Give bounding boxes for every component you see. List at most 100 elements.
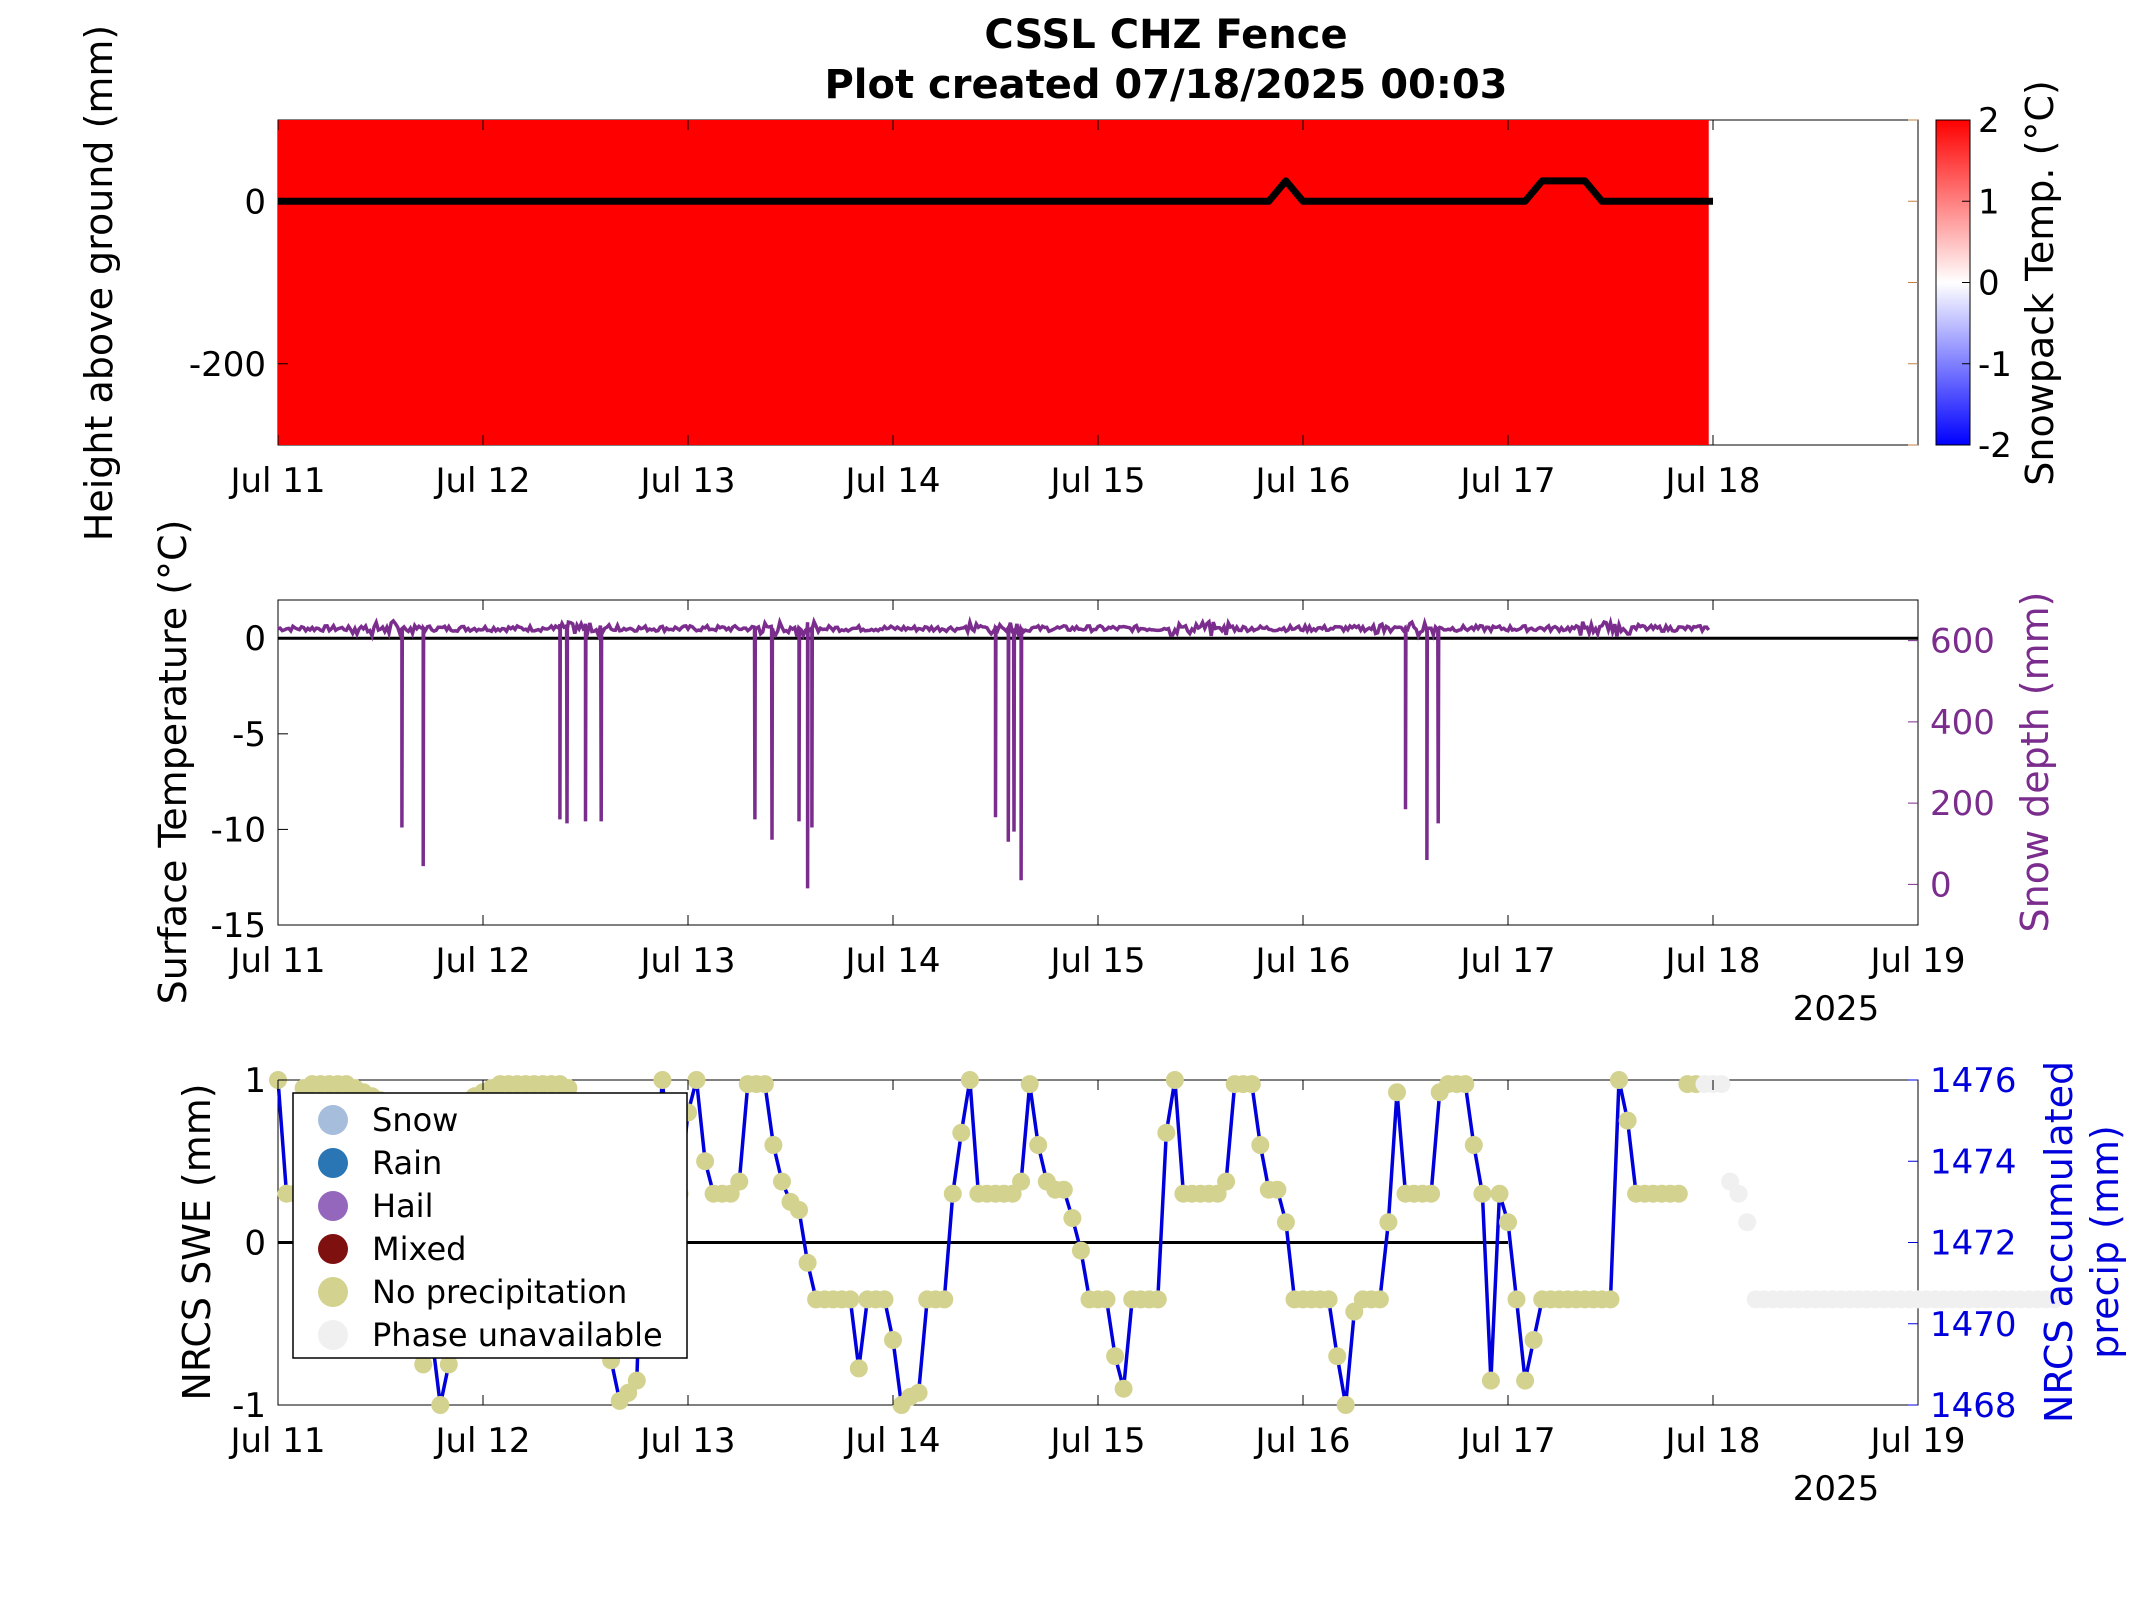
x-tick-label: Jul 14 <box>843 461 940 501</box>
no-precip-marker <box>960 1071 979 1089</box>
no-precip-marker <box>935 1290 954 1309</box>
legend-label: Hail <box>372 1187 433 1225</box>
x-tick-label: Jul 18 <box>1663 1421 1760 1461</box>
no-precip-marker <box>841 1290 860 1309</box>
phase-unavailable-marker <box>1729 1184 1748 1203</box>
phase-unavailable-marker <box>2045 1290 2064 1309</box>
panel3-ylabel-right-2: precip (mm) <box>2083 1125 2127 1359</box>
y-tick-label: 0 <box>244 1224 266 1264</box>
no-precip-marker <box>1490 1184 1509 1203</box>
legend-label: No precipitation <box>372 1273 627 1311</box>
legend-label: Snow <box>372 1101 458 1139</box>
x-tick-label: Jul 15 <box>1048 941 1145 981</box>
legend-marker <box>318 1234 348 1264</box>
y-right-tick-label: 400 <box>1930 703 1995 743</box>
phase-unavailable-marker <box>1712 1075 1731 1094</box>
no-precip-marker <box>790 1201 808 1219</box>
x-tick-label: Jul 19 <box>1868 941 1965 981</box>
no-precip-marker <box>1165 1071 1184 1089</box>
x-tick-label: Jul 17 <box>1458 461 1555 501</box>
no-precip-marker <box>1054 1180 1073 1199</box>
chart-title-line2: Plot created 07/18/2025 00:03 <box>824 62 1507 108</box>
no-precip-marker <box>1516 1371 1535 1390</box>
no-precip-marker <box>1012 1172 1031 1191</box>
panel3-ylabel: NRCS SWE (mm) <box>175 1083 219 1400</box>
colorbar-tick-label: 1 <box>1978 182 2000 222</box>
no-precip-marker <box>1456 1075 1475 1094</box>
panel3-ticks: Jul 11 Jul 12 Jul 13 Jul 14 Jul 15 Jul 16 Jul … <box>228 1061 2016 1461</box>
snowpack-temperature-cells <box>278 120 1709 445</box>
no-precip-marker <box>884 1331 902 1349</box>
panel3-year: 2025 <box>1793 1469 1880 1509</box>
y-tick-label: 0 <box>244 182 266 222</box>
y-right-tick-label: 1468 <box>1930 1386 2017 1426</box>
no-precip-marker <box>1114 1379 1133 1398</box>
x-tick-label: Jul 17 <box>1458 1421 1555 1461</box>
no-precip-marker <box>755 1075 774 1094</box>
no-precip-marker <box>1217 1172 1236 1191</box>
x-tick-label: Jul 11 <box>228 1421 325 1461</box>
panel3-ylabel-right-1: NRCS accumulated <box>2037 1061 2081 1423</box>
no-precip-marker <box>798 1253 817 1272</box>
panel1-ylabel: Height above ground (mm) <box>77 25 121 542</box>
x-tick-label: Jul 15 <box>1048 461 1145 501</box>
x-tick-label: Jul 12 <box>433 461 530 501</box>
no-precip-marker <box>1276 1213 1295 1232</box>
no-precip-marker <box>414 1355 433 1374</box>
no-precip-marker <box>952 1123 971 1142</box>
panel2-ylabel-right: Snow depth (mm) <box>2013 592 2057 933</box>
no-precip-marker <box>1618 1111 1637 1130</box>
y-tick-label: 1 <box>244 1061 266 1101</box>
no-precip-marker <box>1268 1180 1287 1199</box>
no-precip-marker <box>1097 1290 1116 1309</box>
x-tick-label: Jul 18 <box>1663 941 1760 981</box>
x-tick-label: Jul 14 <box>843 941 940 981</box>
x-tick-label: Jul 11 <box>228 941 325 981</box>
legend: Snow Rain Hail Mixed No precipitation Phase u… <box>292 1092 688 1359</box>
x-tick-label: Jul 12 <box>433 1421 530 1461</box>
no-precip-marker <box>1379 1213 1398 1232</box>
x-tick-label: Jul 16 <box>1253 461 1350 501</box>
no-precip-marker <box>1328 1347 1347 1366</box>
y-tick-label: -10 <box>210 810 266 850</box>
colorbar-tick-label: -1 <box>1978 345 2012 385</box>
snowpack-temperature-panel: Jul 11 Jul 12 Jul 13 Jul 14 Jul 15 Jul 16 Jul … <box>77 25 2062 542</box>
panel2-ticks: Jul 11 Jul 12 Jul 13 Jul 14 Jul 15 Jul 16 Jul … <box>210 600 1995 981</box>
no-precip-marker <box>773 1172 791 1191</box>
y-right-tick-label: 200 <box>1930 784 1995 824</box>
phase-unavailable-marker <box>1738 1213 1757 1232</box>
no-precip-marker <box>943 1184 962 1203</box>
no-precip-marker <box>1319 1290 1338 1309</box>
legend-marker <box>318 1277 348 1307</box>
y-tick-label: -5 <box>232 715 266 755</box>
x-tick-label: Jul 13 <box>638 1421 735 1461</box>
no-precip-marker <box>1020 1075 1039 1094</box>
no-precip-marker <box>1473 1184 1492 1203</box>
no-precip-marker <box>1499 1213 1517 1232</box>
colorbar-ticks: 2 1 0 -1 -2 <box>1962 101 2012 466</box>
y-right-tick-label: 600 <box>1930 622 1995 662</box>
no-precip-marker <box>1063 1209 1082 1228</box>
no-precip-marker <box>1464 1136 1483 1154</box>
y-right-tick-label: 1472 <box>1930 1224 2017 1264</box>
y-tick-label: -15 <box>210 906 266 946</box>
legend-label: Phase unavailable <box>372 1316 663 1354</box>
no-precip-marker <box>431 1396 450 1414</box>
x-tick-label: Jul 16 <box>1253 1421 1350 1461</box>
y-tick-label: 0 <box>244 619 266 659</box>
x-tick-label: Jul 14 <box>843 1421 940 1461</box>
x-tick-label: Jul 11 <box>228 461 325 501</box>
snow-surface-line <box>278 177 1713 205</box>
legend-marker <box>318 1105 348 1135</box>
colorbar-label: Snowpack Temp. (°C) <box>2018 80 2062 486</box>
snow-depth-series <box>277 615 1918 889</box>
no-precip-marker <box>1157 1123 1176 1142</box>
no-precip-marker <box>687 1071 706 1089</box>
no-precip-marker <box>1524 1331 1543 1349</box>
no-precip-marker <box>696 1152 715 1171</box>
legend-marker <box>318 1320 348 1350</box>
x-tick-label: Jul 18 <box>1663 461 1760 501</box>
colorbar-tick-label: 2 <box>1978 101 2000 141</box>
legend-marker <box>318 1191 348 1221</box>
